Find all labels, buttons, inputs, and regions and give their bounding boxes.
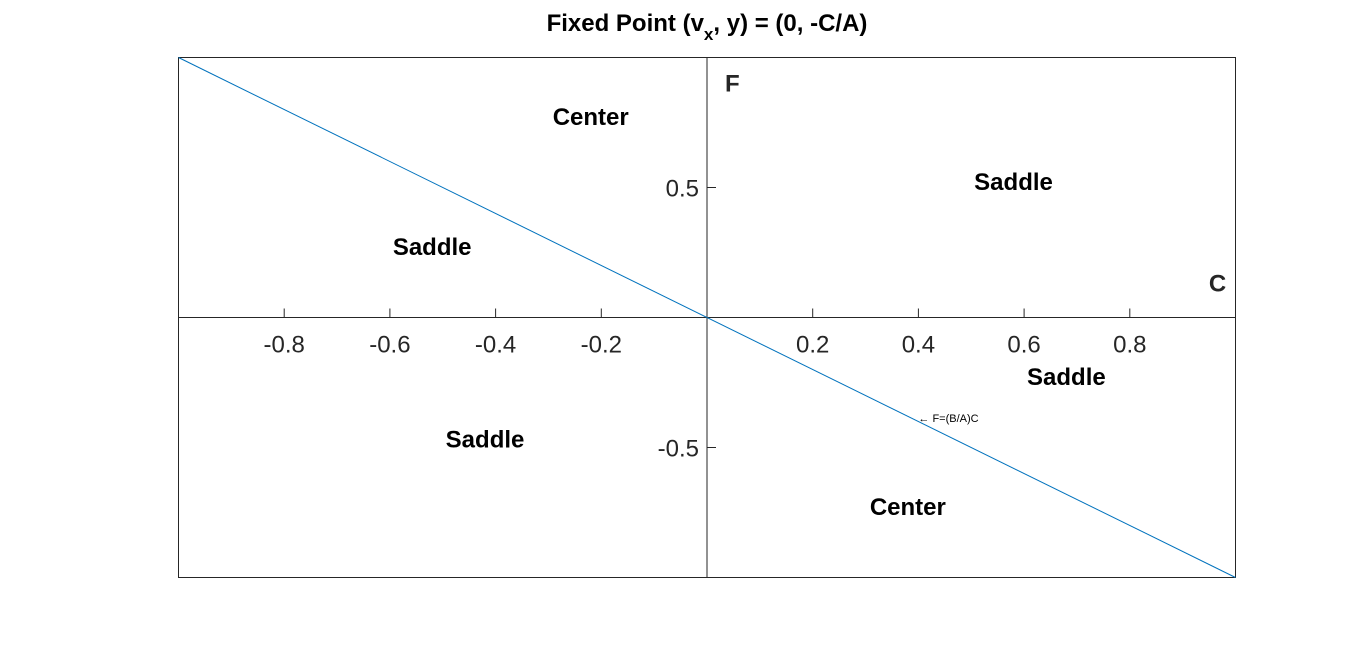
x-tick-label: -0.8: [264, 332, 305, 359]
region-label: Center: [870, 494, 946, 521]
y-axis-label: F: [725, 71, 740, 98]
y-tick-label: 0.5: [666, 176, 699, 203]
x-tick-label: 0.4: [902, 332, 935, 359]
chart-title: Fixed Point (vx, y) = (0, -C/A): [547, 10, 868, 44]
x-tick-label: 0.2: [796, 332, 829, 359]
y-ticks: 0.5 -0.5: [658, 176, 716, 463]
series-group: [178, 57, 1236, 578]
region-label: Saddle: [446, 427, 525, 454]
region-label: Saddle: [393, 234, 472, 261]
chart-title-rest: , y) = (0, -C/A): [713, 10, 867, 37]
region-labels: Center Saddle Saddle Saddle Saddle Center: [393, 104, 1106, 521]
series-line: [178, 57, 1236, 578]
x-tick-label: 0.8: [1113, 332, 1146, 359]
x-tick-label: -0.6: [369, 332, 410, 359]
region-label: Center: [553, 104, 629, 131]
x-tick-label: 0.6: [1007, 332, 1040, 359]
region-label: Saddle: [974, 169, 1053, 196]
x-tick-label: -0.4: [475, 332, 516, 359]
chart-title-subscript: x: [704, 25, 714, 44]
x-ticks: -0.8 -0.6 -0.4 -0.2 0.2 0.4 0.6 0.8: [264, 308, 1146, 359]
chart-title-main: Fixed Point (v: [547, 10, 705, 37]
arrow-note: ← F=(B/A)C: [918, 413, 978, 425]
x-tick-label: -0.2: [581, 332, 622, 359]
y-tick-label: -0.5: [658, 436, 699, 463]
region-label: Saddle: [1027, 364, 1106, 391]
x-axis-label: C: [1209, 271, 1226, 298]
